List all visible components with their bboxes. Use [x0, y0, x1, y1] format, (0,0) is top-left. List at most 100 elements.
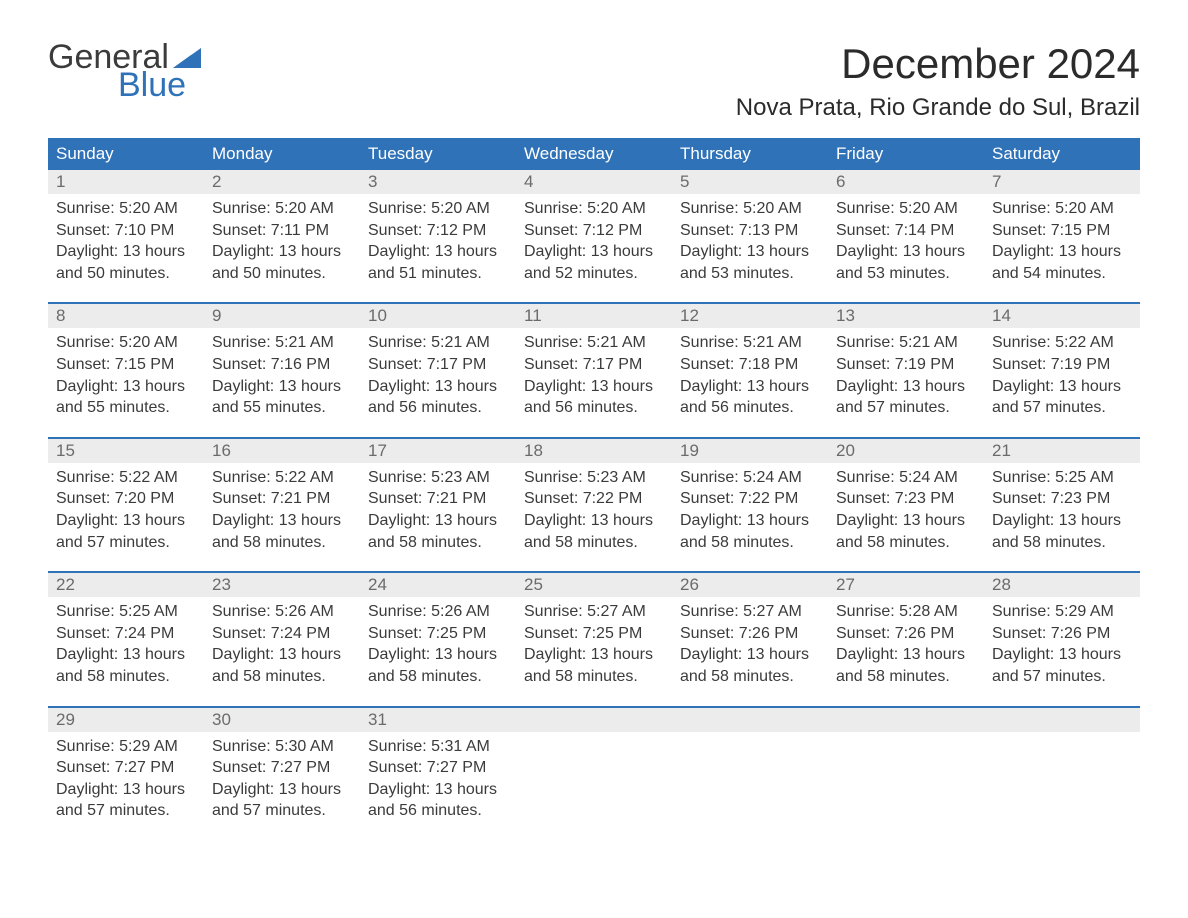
sunset-text: Sunset: 7:22 PM [680, 488, 820, 510]
daynum-row: 1234567 [48, 170, 1140, 194]
day-cell: Sunrise: 5:21 AMSunset: 7:17 PMDaylight:… [516, 328, 672, 418]
day-number: 20 [828, 439, 984, 463]
day-number: 23 [204, 573, 360, 597]
daylight-text: and 58 minutes. [212, 666, 352, 688]
day-number [672, 708, 828, 732]
daylight-text: and 57 minutes. [992, 666, 1132, 688]
sunrise-text: Sunrise: 5:20 AM [836, 198, 976, 220]
day-number [828, 708, 984, 732]
daylight-text: Daylight: 13 hours [212, 376, 352, 398]
sunset-text: Sunset: 7:20 PM [56, 488, 196, 510]
sunset-text: Sunset: 7:15 PM [992, 220, 1132, 242]
sunset-text: Sunset: 7:19 PM [992, 354, 1132, 376]
daylight-text: Daylight: 13 hours [680, 644, 820, 666]
week-row: 22232425262728Sunrise: 5:25 AMSunset: 7:… [48, 571, 1140, 687]
day-cell: Sunrise: 5:26 AMSunset: 7:24 PMDaylight:… [204, 597, 360, 687]
flag-icon [173, 48, 201, 68]
sunset-text: Sunset: 7:26 PM [992, 623, 1132, 645]
sunrise-text: Sunrise: 5:20 AM [992, 198, 1132, 220]
day-number: 1 [48, 170, 204, 194]
sunset-text: Sunset: 7:27 PM [368, 757, 508, 779]
daylight-text: Daylight: 13 hours [524, 376, 664, 398]
day-number: 8 [48, 304, 204, 328]
daylight-text: Daylight: 13 hours [992, 644, 1132, 666]
daylight-text: and 58 minutes. [212, 532, 352, 554]
day-number: 6 [828, 170, 984, 194]
sunset-text: Sunset: 7:12 PM [524, 220, 664, 242]
day-cell: Sunrise: 5:28 AMSunset: 7:26 PMDaylight:… [828, 597, 984, 687]
location: Nova Prata, Rio Grande do Sul, Brazil [736, 94, 1140, 122]
sunrise-text: Sunrise: 5:26 AM [368, 601, 508, 623]
day-cell: Sunrise: 5:20 AMSunset: 7:15 PMDaylight:… [984, 194, 1140, 284]
dow-cell: Monday [204, 138, 360, 170]
daylight-text: and 58 minutes. [836, 532, 976, 554]
daylight-text: Daylight: 13 hours [680, 510, 820, 532]
week-row: 1234567 Sunrise: 5:20 AM Sunset: 7:10 PM Da… [48, 170, 1140, 284]
daylight-text: and 58 minutes. [56, 666, 196, 688]
daylight-text: Daylight: 13 hours [56, 779, 196, 801]
day-number: 2 [204, 170, 360, 194]
sunrise-text: Sunrise: 5:25 AM [992, 467, 1132, 489]
day-cell: Sunrise: 5:25 AMSunset: 7:24 PMDaylight:… [48, 597, 204, 687]
brand-logo: General Blue [48, 40, 201, 102]
daylight-text: Daylight: 13 hours [368, 779, 508, 801]
daylight-text: Daylight: 13 hours [992, 510, 1132, 532]
sunrise-text: Sunrise: 5:20 AM [56, 332, 196, 354]
dow-cell: Friday [828, 138, 984, 170]
day-number: 26 [672, 573, 828, 597]
day-number: 11 [516, 304, 672, 328]
week-row: 293031Sunrise: 5:29 AMSunset: 7:27 PMDay… [48, 706, 1140, 822]
daylight-text: Daylight: 13 hours [212, 510, 352, 532]
day-number: 24 [360, 573, 516, 597]
day-cell: Sunrise: 5:22 AMSunset: 7:21 PMDaylight:… [204, 463, 360, 553]
sunset-text: Sunset: 7:21 PM [368, 488, 508, 510]
daylight-text: Daylight: 13 hours [680, 376, 820, 398]
day-number: 15 [48, 439, 204, 463]
day-number: 31 [360, 708, 516, 732]
sunrise-text: Sunrise: 5:21 AM [368, 332, 508, 354]
daylight-text: Daylight: 13 hours [680, 241, 820, 263]
daylight-text: and 58 minutes. [524, 532, 664, 554]
sunset-text: Sunset: 7:27 PM [56, 757, 196, 779]
daylight-text: and 57 minutes. [56, 800, 196, 822]
day-number: 25 [516, 573, 672, 597]
sunset-text: Sunset: 7:27 PM [212, 757, 352, 779]
day-number: 13 [828, 304, 984, 328]
daylight-text: Daylight: 13 hours [524, 510, 664, 532]
day-number: 5 [672, 170, 828, 194]
daylight-text: and 57 minutes. [992, 397, 1132, 419]
brand-blue: Blue [118, 68, 201, 102]
day-cell: Sunrise: 5:23 AMSunset: 7:22 PMDaylight:… [516, 463, 672, 553]
calendar: Sunday Monday Tuesday Wednesday Thursday… [48, 138, 1140, 822]
week-row: 15161718192021Sunrise: 5:22 AMSunset: 7:… [48, 437, 1140, 553]
daylight-text: and 58 minutes. [368, 666, 508, 688]
sunset-text: Sunset: 7:18 PM [680, 354, 820, 376]
daylight-text: Daylight: 13 hours [992, 376, 1132, 398]
day-number: 12 [672, 304, 828, 328]
daynum-row: 891011121314 [48, 304, 1140, 328]
daylight-text: and 54 minutes. [992, 263, 1132, 285]
daylight-text: and 55 minutes. [212, 397, 352, 419]
day-cell: Sunrise: 5:29 AMSunset: 7:27 PMDaylight:… [48, 732, 204, 822]
sunset-text: Sunset: 7:19 PM [836, 354, 976, 376]
daynum-row: 22232425262728 [48, 573, 1140, 597]
daylight-text: and 50 minutes. [56, 263, 196, 285]
day-cell [984, 732, 1140, 822]
sunrise-text: Sunrise: 5:23 AM [368, 467, 508, 489]
day-number: 3 [360, 170, 516, 194]
daylight-text: and 57 minutes. [836, 397, 976, 419]
sunrise-text: Sunrise: 5:22 AM [56, 467, 196, 489]
sunrise-text: Sunrise: 5:21 AM [836, 332, 976, 354]
day-cell: Sunrise: 5:27 AMSunset: 7:25 PMDaylight:… [516, 597, 672, 687]
daylight-text: Daylight: 13 hours [368, 510, 508, 532]
day-cell: Sunrise: 5:21 AMSunset: 7:16 PMDaylight:… [204, 328, 360, 418]
sunset-text: Sunset: 7:10 PM [56, 220, 196, 242]
daylight-text: Daylight: 13 hours [212, 241, 352, 263]
day-number [516, 708, 672, 732]
daylight-text: and 58 minutes. [680, 532, 820, 554]
sunrise-text: Sunrise: 5:23 AM [524, 467, 664, 489]
sunrise-text: Sunrise: 5:21 AM [212, 332, 352, 354]
sunset-text: Sunset: 7:11 PM [212, 220, 352, 242]
sunset-text: Sunset: 7:21 PM [212, 488, 352, 510]
daylight-text: Daylight: 13 hours [524, 644, 664, 666]
